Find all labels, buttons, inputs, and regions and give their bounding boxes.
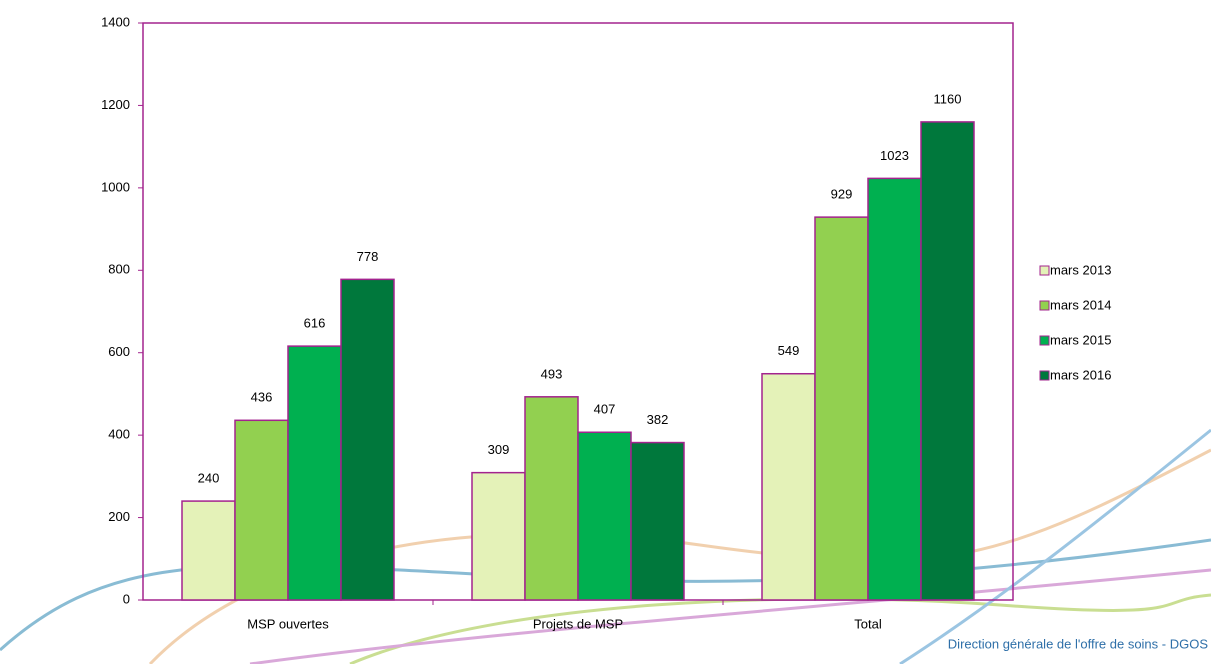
bar [867, 177, 922, 601]
bar [234, 419, 289, 601]
data-label: 382 [647, 412, 669, 427]
data-label: 407 [594, 402, 616, 417]
bar [340, 278, 395, 601]
y-tick-label: 400 [108, 427, 130, 442]
bar [920, 121, 975, 601]
curve [249, 568, 1211, 666]
y-tick-label: 1200 [101, 97, 130, 112]
data-label: 549 [778, 343, 800, 358]
y-tick-label: 1400 [101, 14, 130, 29]
data-label: 493 [541, 366, 563, 381]
curve [349, 593, 1211, 666]
bar [181, 500, 236, 601]
data-label: 1023 [880, 148, 909, 163]
y-tick-label: 200 [108, 509, 130, 524]
curve [899, 428, 1211, 666]
legend-swatch [1039, 265, 1050, 276]
legend-label: mars 2013 [1050, 262, 1111, 277]
legend-label: mars 2016 [1050, 367, 1111, 382]
data-label: 778 [357, 249, 379, 264]
data-label: 1160 [934, 91, 962, 106]
footer: Direction générale de l'offre de soins -… [948, 636, 1209, 651]
legend-swatch [1039, 335, 1050, 346]
data-label: 436 [251, 390, 273, 405]
data-label: 309 [488, 442, 510, 457]
y-tick-label: 800 [108, 262, 130, 277]
bar [630, 441, 685, 601]
x-tick-label: MSP ouvertes [247, 616, 329, 631]
data-label: 240 [198, 471, 220, 486]
y-tick-label: 1000 [101, 179, 130, 194]
legend-swatch [1039, 370, 1050, 381]
bar [471, 471, 526, 601]
x-tick-label: Total [854, 616, 882, 631]
data-label: 616 [304, 316, 326, 331]
bar [761, 372, 816, 601]
bar [524, 396, 579, 601]
legend-swatch [1039, 300, 1050, 311]
legend-label: mars 2015 [1050, 332, 1111, 347]
bar [814, 216, 869, 601]
legend-label: mars 2014 [1050, 297, 1111, 312]
bar [287, 345, 342, 601]
y-tick-label: 0 [123, 591, 130, 606]
x-tick-label: Projets de MSP [533, 616, 623, 631]
bar [577, 431, 632, 601]
data-label: 929 [831, 187, 853, 202]
y-tick-label: 600 [108, 344, 130, 359]
